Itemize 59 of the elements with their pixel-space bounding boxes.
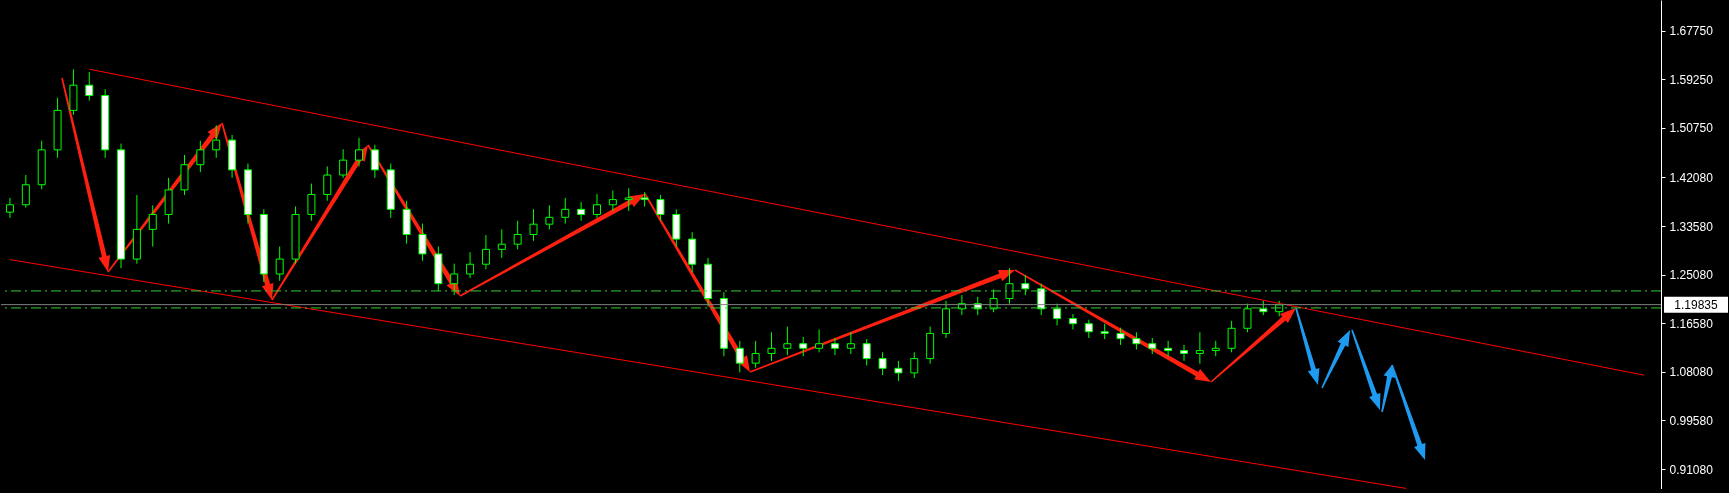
candlestick [1068, 313, 1077, 330]
candlestick [767, 331, 776, 362]
y-tick-label: 1.59250 [1669, 72, 1714, 87]
candlestick [307, 183, 316, 222]
candlestick [1195, 331, 1204, 365]
candlestick [846, 331, 855, 355]
candlestick [418, 223, 427, 262]
candlestick [910, 351, 919, 379]
candlestick [878, 351, 887, 376]
y-tick-label: 1.08080 [1669, 365, 1714, 380]
candlestick [212, 124, 221, 159]
y-tick-label: 1.16580 [1669, 316, 1714, 331]
candlestick [608, 189, 617, 212]
candlestick [1084, 319, 1093, 339]
candlestick [529, 208, 538, 242]
y-tick-label: 1.25080 [1669, 268, 1714, 283]
candlestick [466, 251, 475, 279]
candlestick [592, 193, 601, 219]
candlestick [751, 340, 760, 369]
candlestick [830, 337, 839, 356]
candlestick [370, 144, 379, 179]
y-tick-label: 0.91080 [1669, 462, 1714, 477]
y-tick-label: 1.33580 [1669, 219, 1714, 234]
candlestick [561, 197, 570, 225]
y-tick-label: 1.42080 [1669, 170, 1714, 185]
candlestick [894, 360, 903, 382]
candlestick [497, 228, 506, 259]
candlestick [545, 204, 554, 230]
y-tick-label: 0.99580 [1669, 413, 1714, 428]
candlestick [355, 137, 363, 167]
candlestick [799, 336, 808, 357]
candlestick [862, 338, 871, 366]
candlestick [735, 340, 744, 373]
candlestick [450, 263, 459, 296]
candlestick [513, 220, 522, 250]
candlestick [85, 71, 94, 102]
candlestick [815, 328, 824, 353]
candlestick [323, 165, 332, 202]
candlestick [1243, 303, 1252, 333]
candlestick [481, 234, 490, 270]
ref-line-label: 1.19835 [1674, 297, 1719, 312]
candlestick [5, 197, 14, 219]
candlestick [148, 204, 157, 247]
candlestick [1180, 344, 1188, 362]
candlestick [624, 187, 633, 212]
y-tick-label: 1.50750 [1669, 121, 1714, 136]
candlestick [1021, 274, 1030, 296]
candlestick [196, 140, 205, 173]
candlestick [21, 174, 30, 209]
candlestick [1053, 303, 1062, 326]
candlestick [1227, 320, 1236, 353]
candlestick [275, 246, 284, 282]
candlestick [1005, 267, 1014, 305]
candlestick [783, 326, 792, 356]
candlestick [656, 194, 665, 222]
candlestick [577, 201, 586, 222]
candlestick [1164, 340, 1173, 357]
candlestick [339, 148, 348, 179]
y-tick-label: 1.67750 [1669, 24, 1714, 39]
